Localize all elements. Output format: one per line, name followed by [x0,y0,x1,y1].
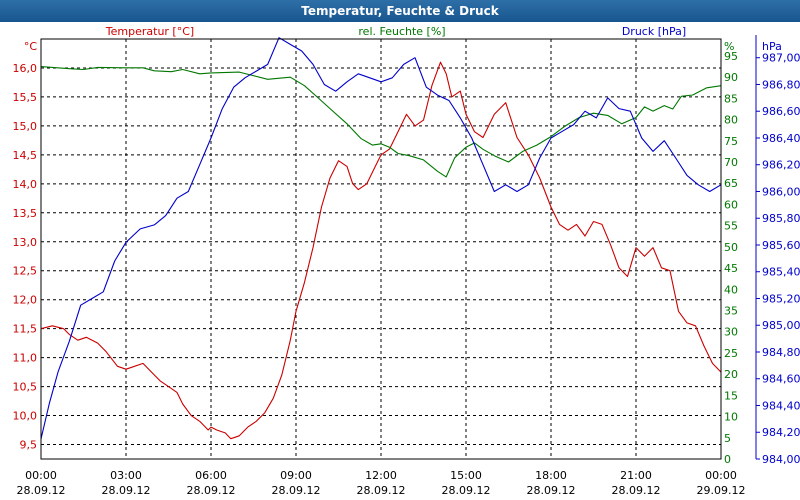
humidity-tick-label: 15 [724,389,738,402]
humidity-tick-label: 45 [724,262,738,275]
x-tick-date: 28.09.12 [17,484,66,497]
temperature-tick-label: 14,0 [13,178,38,191]
pressure-series-line [40,37,722,440]
pressure-axis-title: Druck [hPa] [622,25,686,38]
x-tick-time: 00:00 [705,469,737,482]
humidity-tick-label: 10 [724,411,738,424]
temperature-tick-label: 10,0 [13,410,38,423]
humidity-tick-label: 80 [724,114,738,127]
x-tick-date: 28.09.12 [442,484,491,497]
x-tick-date: 28.09.12 [102,484,151,497]
x-tick-date: 28.09.12 [527,484,576,497]
temperature-tick-label: 12,0 [13,294,38,307]
humidity-tick-label: 50 [724,241,738,254]
pressure-tick-label: 984,20 [762,426,800,439]
humidity-tick-label: 35 [724,305,738,318]
temperature-tick-label: 16,0 [13,62,38,75]
pressure-tick-label: 986,60 [762,105,800,118]
x-tick-time: 06:00 [195,469,227,482]
x-tick-date: 28.09.12 [357,484,406,497]
x-tick-time: 21:00 [620,469,652,482]
x-tick-time: 00:00 [25,469,57,482]
pressure-tick-label: 985,60 [762,239,800,252]
x-tick-date: 28.09.12 [612,484,661,497]
pressure-tick-label: 986,40 [762,132,800,145]
temperature-unit-label: °C [24,40,38,53]
pressure-tick-label: 987,00 [762,52,800,65]
pressure-tick-label: 984,80 [762,346,800,359]
humidity-tick-label: 55 [724,220,738,233]
temperature-tick-label: 12,5 [13,265,38,278]
plot-frame [40,38,722,460]
x-tick-time: 18:00 [535,469,567,482]
temperature-tick-label: 14,5 [13,149,38,162]
temperature-series-line [40,61,722,440]
humidity-tick-label: 40 [724,283,738,296]
pressure-tick-label: 985,00 [762,319,800,332]
pressure-tick-label: 986,80 [762,78,800,91]
pressure-tick-label: 984,00 [762,453,800,466]
humidity-unit-label: % [724,40,734,53]
pressure-tick-label: 984,60 [762,373,800,386]
x-tick-time: 03:00 [110,469,142,482]
x-tick-date: 29.09.12 [697,484,746,497]
humidity-tick-label: 95 [724,50,738,63]
x-tick-date: 28.09.12 [272,484,321,497]
humidity-tick-label: 30 [724,326,738,339]
temperature-tick-label: 11,0 [13,352,38,365]
humidity-tick-label: 65 [724,177,738,190]
humidity-tick-label: 20 [724,368,738,381]
humidity-axis-title: rel. Feuchte [%] [358,25,445,38]
pressure-unit-label: hPa [762,40,782,53]
window-title: Temperatur, Feuchte & Druck [0,0,800,22]
temperature-tick-label: 9,5 [20,439,38,452]
x-tick-time: 15:00 [450,469,482,482]
pressure-tick-label: 985,80 [762,212,800,225]
x-tick-date: 28.09.12 [187,484,236,497]
pressure-tick-label: 985,20 [762,292,800,305]
humidity-tick-label: 5 [724,432,731,445]
humidity-tick-label: 25 [724,347,738,360]
temperature-tick-label: 13,5 [13,207,38,220]
pressure-tick-label: 985,40 [762,266,800,279]
pressure-tick-label: 984,40 [762,399,800,412]
temperature-tick-label: 15,5 [13,91,38,104]
temperature-tick-label: 13,0 [13,236,38,249]
temperature-axis-title: Temperatur [°C] [105,25,194,38]
temperature-tick-label: 11,5 [13,323,38,336]
humidity-tick-label: 0 [724,453,731,466]
temperature-tick-label: 10,5 [13,381,38,394]
humidity-tick-label: 75 [724,135,738,148]
x-tick-time: 12:00 [365,469,397,482]
x-tick-time: 09:00 [280,469,312,482]
humidity-tick-label: 70 [724,156,738,169]
humidity-tick-label: 60 [724,198,738,211]
humidity-tick-label: 90 [724,71,738,84]
temperature-tick-label: 15,0 [13,120,38,133]
pressure-tick-label: 986,00 [762,185,800,198]
humidity-tick-label: 85 [724,92,738,105]
pressure-tick-label: 986,20 [762,159,800,172]
